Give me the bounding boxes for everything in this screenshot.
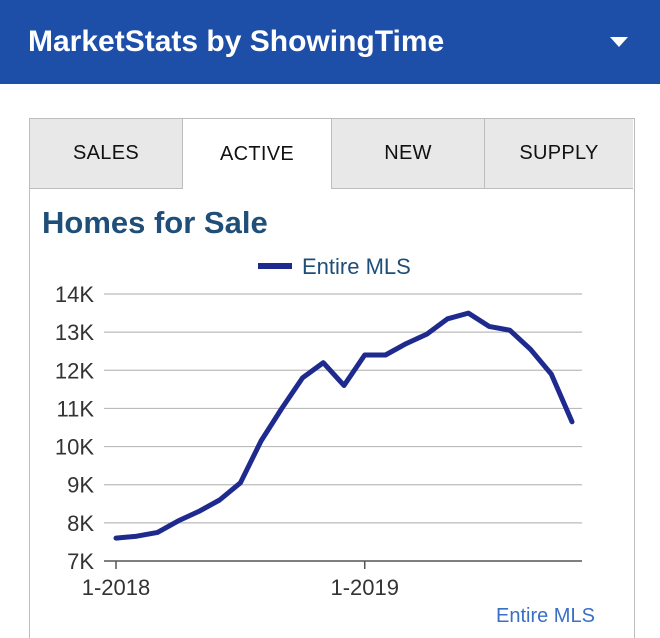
y-tick-label: 9K	[67, 473, 94, 498]
tab-label: NEW	[384, 142, 432, 164]
tab-sales[interactable]: SALES	[30, 119, 183, 189]
chart-panel: SALES ACTIVE NEW SUPPLY Homes for Sale 7…	[29, 118, 635, 638]
x-tick-label: 1-2018	[82, 575, 151, 600]
y-tick-label: 10K	[55, 435, 94, 460]
tab-label: SUPPLY	[519, 142, 599, 164]
widget-title: MarketStats by ShowingTime	[28, 25, 445, 58]
chart-title: Homes for Sale	[42, 205, 268, 240]
tab-bar: SALES ACTIVE NEW SUPPLY	[30, 119, 634, 189]
tab-supply[interactable]: SUPPLY	[485, 119, 633, 189]
tab-label: ACTIVE	[219, 142, 295, 165]
tab-new[interactable]: NEW	[332, 119, 485, 189]
legend-label: Entire MLS	[302, 254, 411, 279]
y-tick-label: 11K	[56, 396, 94, 421]
y-tick-label: 7K	[67, 549, 94, 574]
entire-mls-link[interactable]: Entire MLS	[496, 605, 595, 627]
series-line-entire-mls	[113, 310, 575, 541]
x-tick-label: 1-2019	[330, 575, 399, 600]
tab-label: SALES	[73, 142, 139, 164]
chevron-down-icon[interactable]	[610, 37, 628, 47]
tab-active[interactable]: ACTIVE	[183, 119, 332, 189]
line-chart: 7K 8K 9K 10K 11K 12K 13K 14K 1-2018 1-2019 Entire …	[55, 254, 582, 600]
y-tick-label: 8K	[67, 511, 94, 536]
y-tick-label: 12K	[55, 358, 94, 383]
widget-header: MarketStats by ShowingTime	[0, 0, 660, 84]
y-tick-label: 14K	[55, 282, 94, 307]
y-tick-label: 13K	[55, 320, 94, 345]
